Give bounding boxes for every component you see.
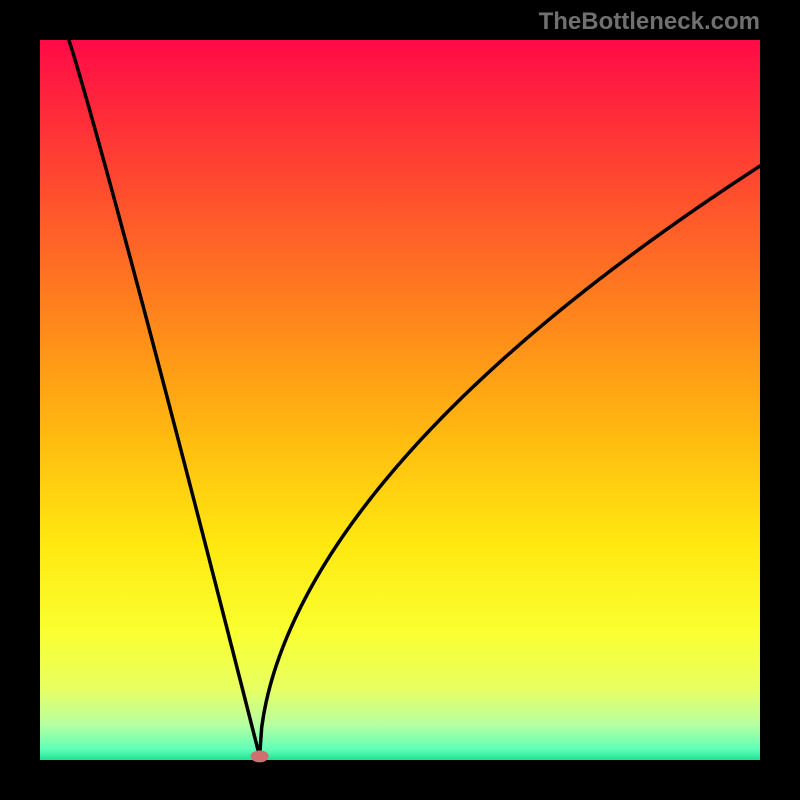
chart-frame: TheBottleneck.com <box>0 0 800 800</box>
optimum-marker <box>0 0 800 800</box>
optimum-marker-dot <box>251 750 269 762</box>
